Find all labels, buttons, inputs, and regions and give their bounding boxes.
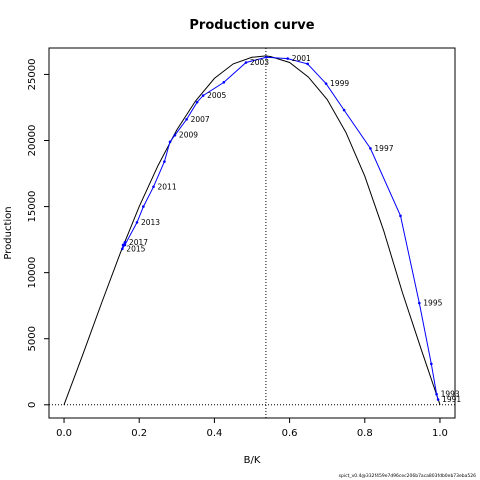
plot-frame xyxy=(48,47,456,419)
series-point xyxy=(417,301,421,305)
series-point xyxy=(324,82,328,85)
year-label: 1991 xyxy=(442,395,461,404)
series-point xyxy=(286,57,290,60)
series-point xyxy=(185,118,188,121)
y-tick-label: 25000 xyxy=(27,59,38,91)
series-point xyxy=(342,108,346,112)
series-point xyxy=(142,205,145,208)
year-label: 2001 xyxy=(292,54,311,63)
series-point xyxy=(163,160,166,163)
year-label: 2009 xyxy=(179,131,198,140)
year-label: 2017 xyxy=(129,238,148,247)
y-tick-label: 0 xyxy=(27,402,38,408)
series-point xyxy=(195,100,199,104)
year-label: 2005 xyxy=(207,91,226,100)
series-point xyxy=(135,221,139,224)
x-tick-label: 0.2 xyxy=(131,428,147,439)
model-production-curve xyxy=(63,55,441,405)
model-curve-layer xyxy=(63,55,441,405)
year-label: 1993 xyxy=(441,390,460,399)
series-point xyxy=(369,147,372,150)
x-tick-label: 0.8 xyxy=(357,428,373,439)
x-tick-label: 0.6 xyxy=(282,428,298,439)
reference-lines xyxy=(49,48,455,418)
x-tick-label: 0.0 xyxy=(56,428,72,439)
series-point xyxy=(435,392,438,396)
series-point xyxy=(306,62,309,66)
y-axis-label: Production xyxy=(3,206,14,259)
series-point xyxy=(201,94,205,97)
y-tick-label: 15000 xyxy=(27,191,38,223)
series-point xyxy=(430,362,433,366)
y-tick-label: 5000 xyxy=(27,326,38,351)
year-label: 1999 xyxy=(330,79,349,88)
y-axis: 0 5000 10000 15000 20000 25000 xyxy=(27,59,49,408)
series-point xyxy=(399,214,402,218)
x-tick-label: 1.0 xyxy=(432,428,448,439)
series-point xyxy=(121,243,125,247)
series-point xyxy=(121,247,124,251)
series-point xyxy=(168,140,172,144)
x-tick-label: 0.4 xyxy=(206,428,222,439)
series-point xyxy=(222,81,226,84)
series-point xyxy=(152,185,155,189)
series-layer xyxy=(121,55,440,401)
series-point xyxy=(244,61,248,64)
chart-title: Production curve xyxy=(189,18,314,33)
x-axis: 0.0 0.2 0.4 0.6 0.8 1.0 xyxy=(56,418,448,439)
series-point xyxy=(436,398,440,401)
y-tick-label: 20000 xyxy=(27,125,38,157)
series-point xyxy=(123,240,127,244)
series-point xyxy=(264,55,268,59)
footer-version-text: spict_v0.4@332f459e7d96cec206b7aca803fdb… xyxy=(339,473,476,479)
year-label: 1995 xyxy=(423,299,442,308)
series-point xyxy=(173,133,177,137)
x-axis-label: B/K xyxy=(244,455,261,466)
y-tick-label: 10000 xyxy=(27,257,38,289)
year-label: 2007 xyxy=(191,115,210,124)
year-label: 2003 xyxy=(250,58,269,67)
year-label: 2011 xyxy=(158,182,177,191)
year-label: 2015 xyxy=(126,244,145,253)
year-label: 1997 xyxy=(374,144,393,153)
series-point xyxy=(123,243,127,247)
year-label: 2013 xyxy=(141,218,160,227)
series-line-0 xyxy=(121,56,439,400)
